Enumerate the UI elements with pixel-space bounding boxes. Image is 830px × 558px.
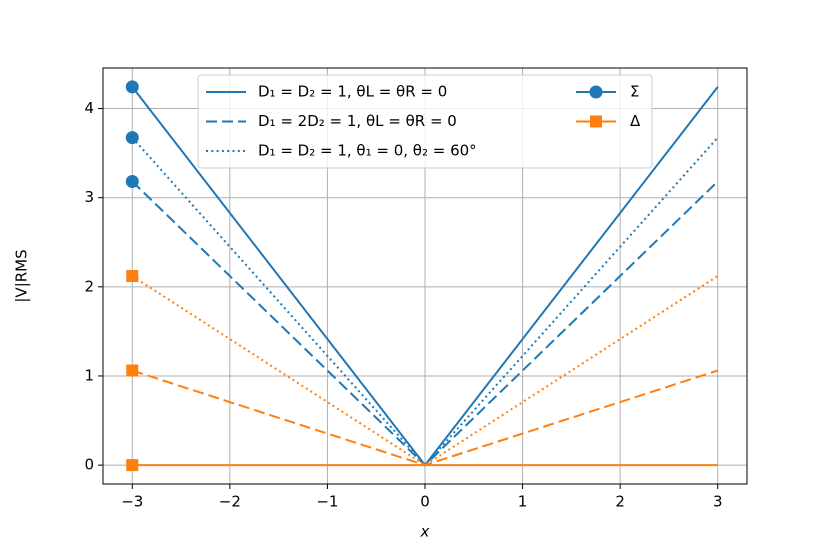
marker bbox=[126, 364, 139, 377]
y-tick-label: 4 bbox=[84, 99, 94, 117]
x-tick-label: 1 bbox=[518, 493, 528, 511]
x-tick-label: −2 bbox=[219, 493, 241, 511]
legend-label: Σ bbox=[630, 83, 639, 101]
y-axis-label: |V|RMS bbox=[13, 249, 31, 302]
series-line bbox=[131, 369, 719, 467]
y-tick-label: 0 bbox=[84, 456, 94, 474]
legend-label: D₁ = D₂ = 1, θ₁ = 0, θ₂ = 60° bbox=[258, 142, 477, 160]
x-tick-label: −3 bbox=[121, 493, 143, 511]
y-tick-label: 3 bbox=[84, 188, 94, 206]
x-tick-label: −1 bbox=[316, 493, 338, 511]
marker bbox=[126, 270, 139, 283]
x-tick-label: 3 bbox=[713, 493, 723, 511]
legend-label: D₁ = D₂ = 1, θL = θR = 0 bbox=[258, 83, 447, 101]
y-tick-label: 1 bbox=[84, 366, 94, 384]
legend-box bbox=[197, 74, 653, 169]
marker bbox=[125, 174, 139, 188]
legend-marker bbox=[589, 85, 603, 99]
marker bbox=[125, 80, 139, 94]
plot-frame bbox=[102, 67, 748, 485]
marker bbox=[125, 131, 139, 145]
legend-label: Δ bbox=[630, 112, 641, 130]
legend-marker bbox=[590, 115, 602, 128]
marker bbox=[126, 459, 139, 472]
x-axis-label: x bbox=[420, 523, 430, 541]
x-tick-label: 0 bbox=[420, 493, 430, 511]
series-line bbox=[131, 136, 719, 467]
x-tick-label: 2 bbox=[615, 493, 625, 511]
y-tick-label: 2 bbox=[84, 277, 94, 295]
legend-label: D₁ = 2D₂ = 1, θL = θR = 0 bbox=[258, 112, 457, 130]
